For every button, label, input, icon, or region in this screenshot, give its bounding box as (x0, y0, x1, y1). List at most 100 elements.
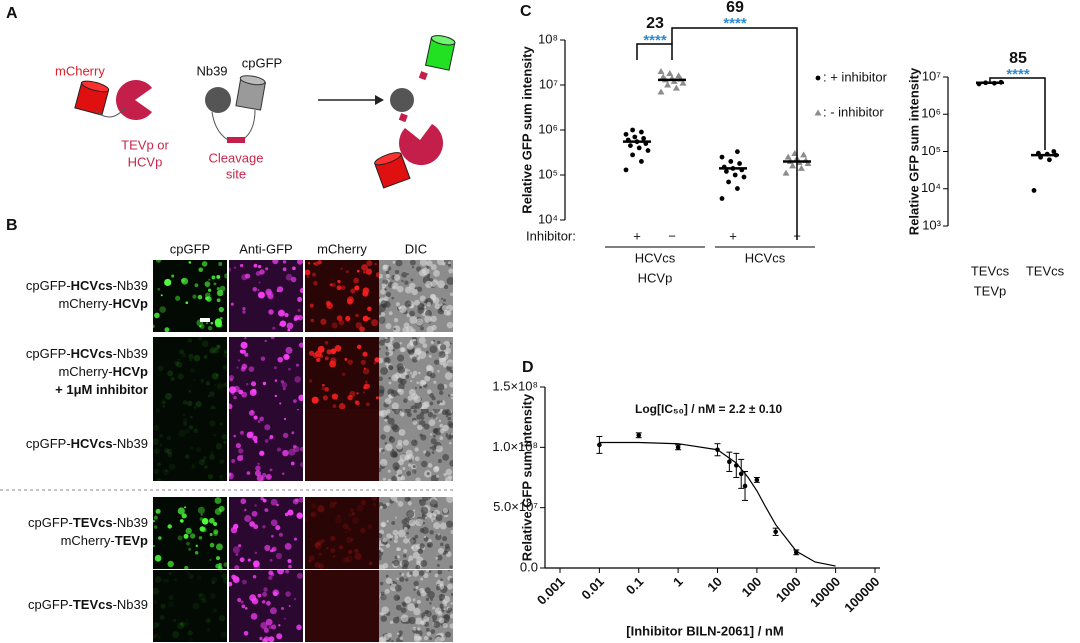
cell (214, 318, 222, 326)
cell (177, 373, 184, 380)
label-part: mCherry- (61, 533, 115, 548)
point (733, 463, 739, 468)
cell (437, 340, 441, 345)
cell (213, 347, 220, 354)
cell (407, 501, 412, 506)
cell (184, 454, 190, 459)
cell (272, 326, 276, 330)
cell (200, 513, 203, 516)
cell (278, 624, 281, 627)
cell (284, 542, 292, 550)
y-tick-label: 10⁵ (538, 166, 558, 181)
cell (423, 615, 430, 622)
x-axis-label: [Inhibitor BILN-2061] / nM (626, 623, 783, 638)
cell (347, 359, 354, 365)
cell (264, 508, 269, 512)
cell (268, 636, 275, 642)
cell (194, 550, 199, 555)
cell (155, 477, 162, 481)
cell (450, 602, 453, 605)
cell (425, 570, 430, 573)
cell (360, 527, 366, 534)
cell (280, 380, 285, 384)
row-label: + 1μM inhibitor (55, 382, 148, 397)
cell (345, 555, 353, 563)
cell (385, 270, 390, 275)
cell (185, 527, 192, 535)
cell (259, 450, 265, 456)
cell (401, 412, 405, 416)
cell (437, 610, 443, 616)
cell (418, 337, 426, 344)
cell (153, 525, 158, 529)
cell (254, 504, 257, 507)
cell (437, 570, 443, 575)
micrograph-bg (305, 570, 379, 642)
micrograph (153, 497, 227, 569)
cell (406, 273, 409, 276)
cell (413, 635, 421, 642)
micrograph (229, 337, 303, 409)
cell (409, 310, 416, 317)
cell (159, 433, 163, 438)
cell (193, 406, 197, 409)
cell (415, 586, 419, 589)
cell (250, 613, 258, 620)
cell (413, 607, 421, 616)
cell (249, 389, 257, 396)
cell (240, 600, 244, 604)
cell (404, 517, 408, 521)
cell (330, 548, 336, 554)
cell (339, 545, 344, 550)
cell (198, 459, 206, 466)
cell (306, 275, 310, 279)
cell (430, 340, 435, 345)
label-part: -Nb39 (113, 346, 148, 361)
panel-label: B (6, 217, 18, 234)
cell (400, 614, 409, 623)
cell (407, 348, 415, 355)
cell (432, 409, 441, 414)
cell (184, 565, 189, 569)
cell (400, 607, 407, 614)
cell (210, 611, 212, 613)
cell (391, 374, 399, 382)
cell (219, 316, 223, 320)
cell (424, 516, 428, 520)
cell (434, 466, 439, 470)
cell (340, 267, 343, 270)
cell (348, 549, 353, 555)
cell (298, 497, 303, 503)
cell (175, 295, 181, 301)
cell (265, 288, 272, 296)
cell (380, 434, 387, 440)
annotation: Log[IC₅₀] / nM = 2.2 ± 0.10 (635, 402, 783, 416)
cell (420, 380, 426, 386)
cell (279, 402, 282, 405)
cell (240, 498, 247, 505)
cell (193, 428, 199, 434)
micrograph (305, 570, 379, 642)
cell (442, 536, 448, 542)
y-axis-label: Relative GFP sum intensity (519, 46, 534, 214)
cell (396, 577, 399, 581)
y-tick-label: 10⁸ (538, 31, 558, 46)
cell (336, 285, 342, 291)
cell (428, 570, 432, 574)
cell (447, 416, 452, 421)
cell (444, 409, 451, 416)
cell (409, 537, 417, 545)
cell (194, 283, 199, 288)
cell (180, 622, 184, 626)
cell (395, 500, 399, 503)
cell (159, 444, 162, 447)
cell (208, 278, 211, 281)
cell (384, 442, 388, 445)
cell (412, 464, 416, 469)
x-tick-label: + (729, 228, 737, 243)
cell (435, 533, 442, 541)
cell (449, 623, 453, 629)
cell (205, 292, 211, 299)
label-part: + 1μM inhibitor (55, 382, 148, 397)
cell (381, 287, 385, 290)
